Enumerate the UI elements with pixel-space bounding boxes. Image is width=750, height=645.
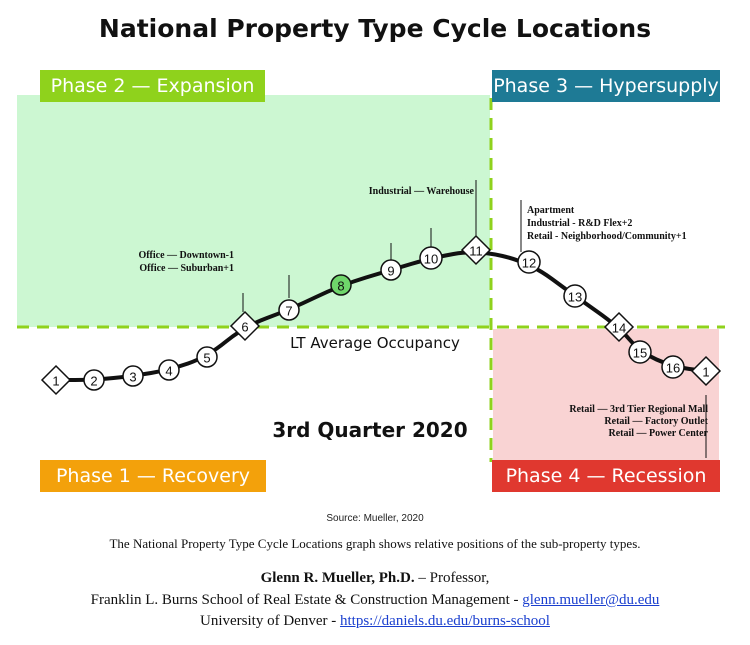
cycle-point-10-marker — [419, 246, 443, 270]
cycle-point-2-label: 2 — [90, 374, 97, 389]
cycle-point-8: 8 — [330, 274, 352, 296]
school-line: Franklin L. Burns School of Real Estate … — [0, 592, 750, 609]
cycle-point-5-marker — [196, 346, 218, 368]
cycle-point-14: 14 — [603, 311, 635, 343]
cycle-point-15: 15 — [628, 340, 652, 364]
source-note: Source: Mueller, 2020 — [326, 513, 424, 524]
lt-average-label: LT Average Occupancy — [290, 334, 460, 352]
cycle-point-14-label: 14 — [612, 321, 626, 336]
cycle-point-7-marker — [278, 299, 300, 321]
phase-1-recovery-label: Phase 1 — Recovery — [40, 460, 266, 492]
cycle-point-16-label: 16 — [666, 361, 680, 376]
phase-3-hypersupply-label: Phase 3 — Hypersupply — [492, 70, 720, 102]
annotation-apartment-2: Industrial - R&D Flex+2 — [527, 218, 632, 229]
cycle-point-17-marker — [690, 355, 722, 387]
annotation-apartment-3: Retail - Neighborhood/Community+1 — [527, 231, 687, 242]
cycle-point-4: 4 — [158, 359, 180, 381]
caption: The National Property Type Cycle Locatio… — [109, 536, 641, 551]
email-link[interactable]: glenn.mueller@du.edu — [522, 592, 660, 608]
cycle-point-12-label: 12 — [522, 256, 536, 271]
author-line: Glenn R. Mueller, Ph.D. – Professor, — [0, 570, 750, 587]
cycle-point-16-marker — [661, 355, 685, 379]
annotation-retail-1: Retail — 3rd Tier Regional Mall — [569, 404, 708, 415]
annotation-office-1: Office — Downtown-1 — [138, 250, 234, 261]
cycle-point-11: 11 — [460, 234, 492, 266]
school-url-link[interactable]: https://daniels.du.edu/burns-school — [339, 613, 550, 629]
cycle-point-17: 1 — [690, 355, 722, 387]
cycle-point-9: 9 — [380, 259, 402, 281]
cycle-point-1-marker — [40, 364, 72, 396]
quarter-label: 3rd Quarter 2020 — [272, 418, 467, 442]
annotation-apartment-1: Apartment — [527, 205, 575, 216]
cycle-point-12-marker — [517, 250, 541, 274]
cycle-point-2-marker — [83, 369, 105, 391]
cycle-point-3-marker — [122, 365, 144, 387]
cycle-point-7-label: 7 — [285, 304, 292, 319]
expansion-region — [17, 95, 490, 327]
cycle-point-12: 12 — [517, 250, 541, 274]
annotation-office-2: Office — Suburban+1 — [139, 263, 234, 274]
cycle-point-3: 3 — [122, 365, 144, 387]
cycle-point-10: 10 — [419, 246, 443, 270]
author-name: Glenn R. Mueller, Ph.D. — [260, 570, 415, 586]
cycle-point-6-label: 6 — [241, 320, 248, 335]
cycle-point-10-label: 10 — [424, 252, 438, 267]
annotations: Office — Downtown-1 Office — Suburban+1 In… — [138, 186, 708, 439]
cycle-point-1: 1 — [40, 364, 72, 396]
author-role: – Professor, — [414, 570, 490, 586]
cycle-point-6-marker — [229, 310, 261, 342]
cycle-point-7: 7 — [278, 299, 300, 321]
cycle-point-8-marker — [330, 274, 352, 296]
cycle-point-13-label: 13 — [568, 290, 582, 305]
cycle-point-11-marker — [460, 234, 492, 266]
cycle-point-1-label: 1 — [52, 374, 59, 389]
school-name: Franklin L. Burns School of Real Estate … — [90, 592, 523, 608]
university-name: University of Denver - — [200, 613, 340, 629]
cycle-point-5: 5 — [196, 346, 218, 368]
cycle-point-4-label: 4 — [165, 364, 172, 379]
cycle-point-9-label: 9 — [387, 264, 394, 279]
annotation-warehouse-1: Industrial — Warehouse — [369, 186, 475, 197]
phase-2-expansion-label: Phase 2 — Expansion — [40, 70, 265, 102]
annotation-retail-3: Retail — Power Center — [608, 428, 708, 439]
cycle-point-13: 13 — [563, 284, 587, 308]
annotation-retail-2: Retail — Factory Outlet — [604, 416, 708, 427]
cycle-point-5-label: 5 — [203, 351, 210, 366]
cycle-point-16: 16 — [661, 355, 685, 379]
cycle-point-8-label: 8 — [337, 279, 344, 294]
cycle-point-2: 2 — [83, 369, 105, 391]
cycle-point-17-label: 1 — [702, 365, 709, 380]
cycle-point-3-label: 3 — [129, 370, 136, 385]
cycle-point-11-label: 11 — [469, 244, 483, 259]
cycle-point-15-label: 15 — [633, 346, 647, 361]
page-title: National Property Type Cycle Locations — [98, 14, 652, 43]
phase-4-recession-label: Phase 4 — Recession — [492, 460, 720, 492]
cycle-point-4-marker — [158, 359, 180, 381]
recession-region — [493, 329, 719, 461]
cycle-point-15-marker — [628, 340, 652, 364]
cycle-point-13-marker — [563, 284, 587, 308]
cycle-point-6: 6 — [229, 310, 261, 342]
university-line: University of Denver - https://daniels.d… — [0, 613, 750, 630]
cycle-point-14-marker — [603, 311, 635, 343]
cycle-point-9-marker — [380, 259, 402, 281]
